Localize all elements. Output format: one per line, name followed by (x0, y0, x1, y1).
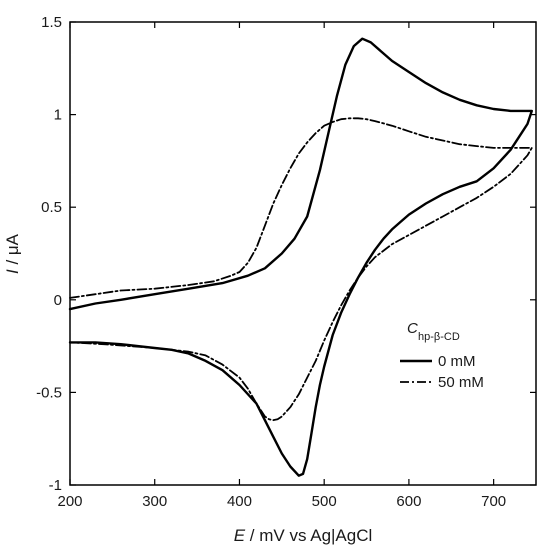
x-tick-label: 400 (227, 493, 252, 510)
series-line-0mm (68, 37, 533, 477)
y-tick-label: 0.5 (41, 199, 62, 216)
series-layer (68, 37, 533, 477)
x-tick-label: 700 (481, 493, 506, 510)
y-axis-title: I / μA (3, 233, 22, 274)
y-tick-label: 0 (54, 292, 62, 309)
x-axis-title: E / mV vs Ag|AgCl (234, 526, 373, 545)
x-tick-label: 500 (312, 493, 337, 510)
legend-title: C (407, 320, 418, 337)
x-tick-label: 200 (57, 493, 82, 510)
y-tick-label: 1 (54, 107, 62, 124)
plot-frame (69, 21, 537, 486)
series-line-50mm (69, 117, 533, 422)
y-tick-label: 1.5 (41, 14, 62, 31)
legend-label-50mm: 50 mM (438, 374, 484, 391)
axis-ticks: 200 300 400 500 600 700 -1 -0.5 0 0.5 1 1.5 (36, 14, 536, 510)
legend-label-0mm: 0 mM (438, 353, 476, 370)
legend: C hp-β-CD 0 mM 50 mM (400, 320, 484, 391)
y-tick-label: -1 (49, 477, 62, 494)
legend-title-subscript: hp-β-CD (418, 331, 460, 343)
y-tick-label: -0.5 (36, 384, 62, 401)
x-tick-label: 600 (396, 493, 421, 510)
x-tick-label: 300 (142, 493, 167, 510)
